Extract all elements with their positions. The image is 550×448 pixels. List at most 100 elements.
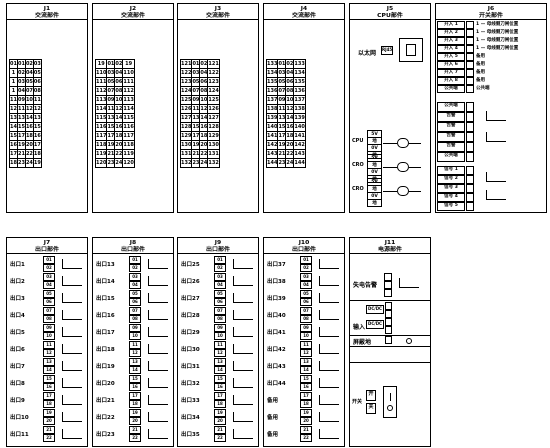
output-terminal[interactable] xyxy=(148,395,168,405)
panel-code: J7 xyxy=(43,239,51,246)
output-terminal[interactable] xyxy=(148,378,168,388)
terminal-cell: 13 xyxy=(32,113,42,123)
output-terminal[interactable] xyxy=(319,378,339,388)
output-terminal[interactable] xyxy=(486,172,506,182)
switch-input-label: 开入 4 xyxy=(437,45,465,53)
output-terminal[interactable] xyxy=(62,293,82,303)
output-terminal[interactable] xyxy=(319,276,339,286)
terminal-cell: 130 xyxy=(207,140,220,150)
output-terminal[interactable] xyxy=(319,259,339,269)
panel-header: J7 出口部件 xyxy=(7,238,87,254)
output-terminal[interactable] xyxy=(319,327,339,337)
terminal-cell: 20 xyxy=(285,140,295,150)
pair-cell-b: 14 xyxy=(129,366,141,374)
table-row: 137 09 10 137 xyxy=(265,95,306,105)
connector-icon[interactable] xyxy=(397,138,409,148)
output-terminal[interactable] xyxy=(148,276,168,286)
output-terminal[interactable] xyxy=(233,395,253,405)
output-terminal[interactable] xyxy=(233,293,253,303)
pair-cell-b: 10 xyxy=(129,332,141,340)
pair-cell-a: 19 xyxy=(129,409,141,417)
table-row: 131 21 22 131 xyxy=(179,149,220,159)
output-terminal[interactable] xyxy=(62,276,82,286)
pair-cell-b: 04 xyxy=(43,281,55,289)
output-terminal[interactable] xyxy=(62,259,82,269)
terminal-cell: 22 xyxy=(285,149,295,159)
output-terminal[interactable] xyxy=(62,378,82,388)
common-value: 公共端 xyxy=(476,86,490,91)
output-terminal[interactable] xyxy=(319,429,339,439)
output-terminal[interactable] xyxy=(319,395,339,405)
output-terminal[interactable] xyxy=(148,361,168,371)
signal-terminal[interactable] xyxy=(486,132,506,142)
power-fail-terminal[interactable] xyxy=(399,278,419,288)
output-terminal[interactable] xyxy=(148,310,168,320)
terminal-cell: 11 xyxy=(191,104,201,114)
connector-icon[interactable] xyxy=(397,162,409,172)
terminal-cell: 08 xyxy=(285,86,295,96)
output-terminal[interactable] xyxy=(62,310,82,320)
output-terminal[interactable] xyxy=(319,361,339,371)
output-terminal[interactable] xyxy=(319,293,339,303)
terminal-cell: 13 xyxy=(106,113,116,123)
pair-cell-b: 12 xyxy=(129,349,141,357)
output-terminal[interactable] xyxy=(233,327,253,337)
output-terminal[interactable] xyxy=(319,310,339,320)
output-terminal[interactable] xyxy=(148,259,168,269)
table-row: 112 07 08 112 xyxy=(94,86,135,96)
table-row: 138 11 12 138 xyxy=(265,104,306,114)
terminal-cell: 142 xyxy=(265,140,279,150)
table-row: 128 15 16 128 xyxy=(179,122,220,132)
table-row: 133 01 02 133 xyxy=(265,59,306,69)
terminal-cell: 23 xyxy=(277,158,287,168)
table-row: 16 19 20 17 xyxy=(9,140,42,150)
panel-title: 开关部件 xyxy=(478,12,503,19)
switch-input-value: 备用 xyxy=(476,70,485,75)
table-row: 132 23 24 132 xyxy=(179,158,220,168)
output-terminal[interactable] xyxy=(148,344,168,354)
terminal-cell: 20 xyxy=(114,140,124,150)
output-label: 出口34 xyxy=(181,415,200,421)
output-terminal[interactable] xyxy=(148,429,168,439)
output-terminal[interactable] xyxy=(148,293,168,303)
table-row: 113 09 10 113 xyxy=(94,95,135,105)
output-terminal[interactable] xyxy=(62,344,82,354)
pair-cell-a: 15 xyxy=(214,375,226,383)
output-terminal[interactable] xyxy=(148,327,168,337)
output-terminal[interactable] xyxy=(62,412,82,422)
ethernet-port[interactable] xyxy=(399,38,423,62)
power-switch[interactable] xyxy=(383,386,397,418)
output-terminal[interactable] xyxy=(233,344,253,354)
panel-title: 交流部件 xyxy=(120,12,145,19)
terminal-table: 19 01 02 19 110 03 04 110 111 05 06 111 112 07 08 112 11… xyxy=(94,59,135,168)
output-terminal[interactable] xyxy=(233,310,253,320)
output-terminal[interactable] xyxy=(148,412,168,422)
terminal-cell: 137 xyxy=(265,95,279,105)
terminal-cell: 124 xyxy=(207,86,220,96)
signal-terminal[interactable] xyxy=(486,111,506,121)
output-terminal[interactable] xyxy=(62,395,82,405)
output-terminal[interactable] xyxy=(319,344,339,354)
output-terminal[interactable] xyxy=(233,429,253,439)
output-terminal[interactable] xyxy=(233,378,253,388)
terminal-cell: 1 xyxy=(9,77,18,87)
output-terminal[interactable] xyxy=(486,190,506,200)
output-terminal[interactable] xyxy=(233,259,253,269)
terminal-cell: 128 xyxy=(207,122,220,132)
output-terminal[interactable] xyxy=(62,327,82,337)
table-row: 134 03 04 134 xyxy=(265,68,306,78)
output-terminal[interactable] xyxy=(233,412,253,422)
pair-cell-b: 16 xyxy=(300,383,312,391)
terminal-cell: 12 xyxy=(199,104,209,114)
pair-cell-a: 07 xyxy=(214,307,226,315)
signal-cell xyxy=(466,102,474,112)
terminal-cell: 131 xyxy=(207,149,220,159)
output-terminal[interactable] xyxy=(62,429,82,439)
output-terminal[interactable] xyxy=(233,276,253,286)
output-terminal[interactable] xyxy=(319,412,339,422)
output-terminal[interactable] xyxy=(62,361,82,371)
output-terminal[interactable] xyxy=(233,361,253,371)
connector-icon[interactable] xyxy=(397,186,409,196)
terminal-cell: 01 xyxy=(16,59,26,69)
output-label: 备用 xyxy=(267,398,279,404)
